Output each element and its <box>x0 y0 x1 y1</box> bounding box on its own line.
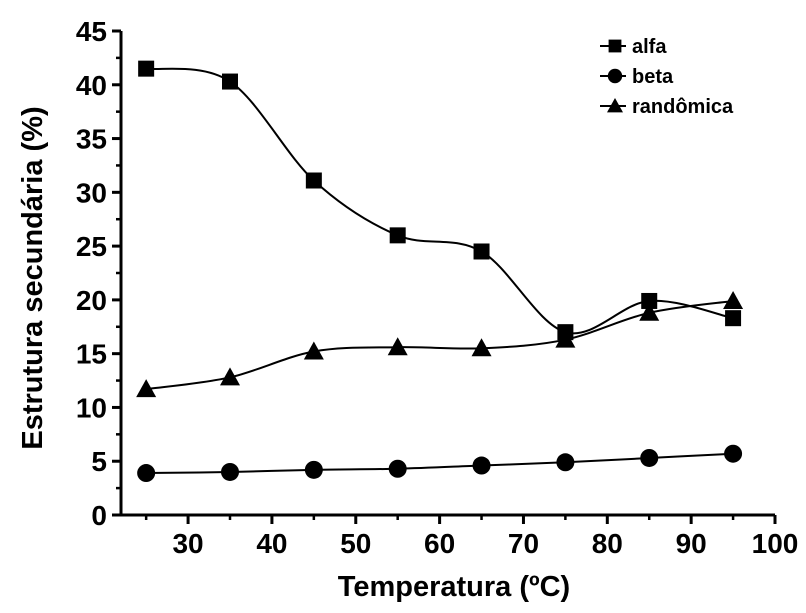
series-circle <box>137 444 743 483</box>
data-point-square <box>473 243 490 260</box>
x-tick-label: 90 <box>676 528 707 559</box>
data-point-square <box>138 60 155 77</box>
series-line-square <box>146 67 734 335</box>
legend-item: beta <box>600 66 674 88</box>
data-point-square <box>641 292 658 309</box>
y-axis-title: Estrutura secundária (%) <box>17 106 49 449</box>
data-point-triangle <box>639 302 660 321</box>
series-line-triangle <box>146 299 734 391</box>
data-point-square <box>305 172 322 189</box>
data-point-triangle <box>387 337 408 356</box>
legend-marker <box>607 98 623 113</box>
data-point-circle <box>472 456 491 475</box>
y-tick-label: 20 <box>76 285 107 316</box>
data-point-triangle <box>136 379 157 398</box>
legend: alfa beta randômica <box>600 36 734 118</box>
y-tick-label: 30 <box>76 177 107 208</box>
data-point-triangle <box>555 329 576 348</box>
legend-label: beta <box>632 66 674 88</box>
data-point-triangle <box>471 338 492 357</box>
x-tick-label: 40 <box>256 528 287 559</box>
data-point-circle <box>304 460 323 479</box>
series-triangle <box>136 290 744 398</box>
data-point-circle <box>724 444 743 463</box>
data-point-circle <box>556 453 575 472</box>
data-point-square <box>725 310 742 327</box>
y-tick-label: 15 <box>76 339 107 370</box>
data-point-triangle <box>220 367 240 386</box>
x-axis-title: Temperatura (ºC) <box>338 571 570 603</box>
data-point-circle <box>640 448 659 467</box>
y-tick-label: 25 <box>76 231 107 262</box>
data-point-triangle <box>303 341 324 360</box>
data-point-circle <box>388 459 407 478</box>
axes: 0 5 10 15 20 25 30 35 40 45 30 40 50 60 70 80 90 100 <box>76 16 799 559</box>
data-point-triangle <box>723 290 744 309</box>
y-tick-label: 10 <box>76 392 107 423</box>
data-point-square <box>389 227 406 244</box>
x-tick-label: 50 <box>340 528 371 559</box>
legend-label: alfa <box>632 36 667 58</box>
legend-label: randômica <box>632 96 734 118</box>
y-tick-label: 45 <box>76 16 107 47</box>
data-point-circle <box>137 464 156 483</box>
legend-item: alfa <box>600 36 667 58</box>
data-point-circle <box>221 462 239 481</box>
data-point-square <box>222 73 238 90</box>
series-layer <box>136 60 744 483</box>
y-tick-label: 5 <box>91 446 107 477</box>
y-tick-label: 0 <box>91 500 107 531</box>
series-square <box>138 60 742 341</box>
y-tick-label: 40 <box>76 70 107 101</box>
x-tick-label: 100 <box>752 528 799 559</box>
x-tick-label: 30 <box>172 528 203 559</box>
x-tick-label: 70 <box>508 528 539 559</box>
x-tick-label: 80 <box>592 528 623 559</box>
legend-item: randômica <box>600 96 734 118</box>
y-tick-label: 35 <box>76 124 107 155</box>
x-tick-label: 60 <box>424 528 455 559</box>
legend-marker <box>608 39 622 53</box>
legend-marker <box>607 68 623 84</box>
